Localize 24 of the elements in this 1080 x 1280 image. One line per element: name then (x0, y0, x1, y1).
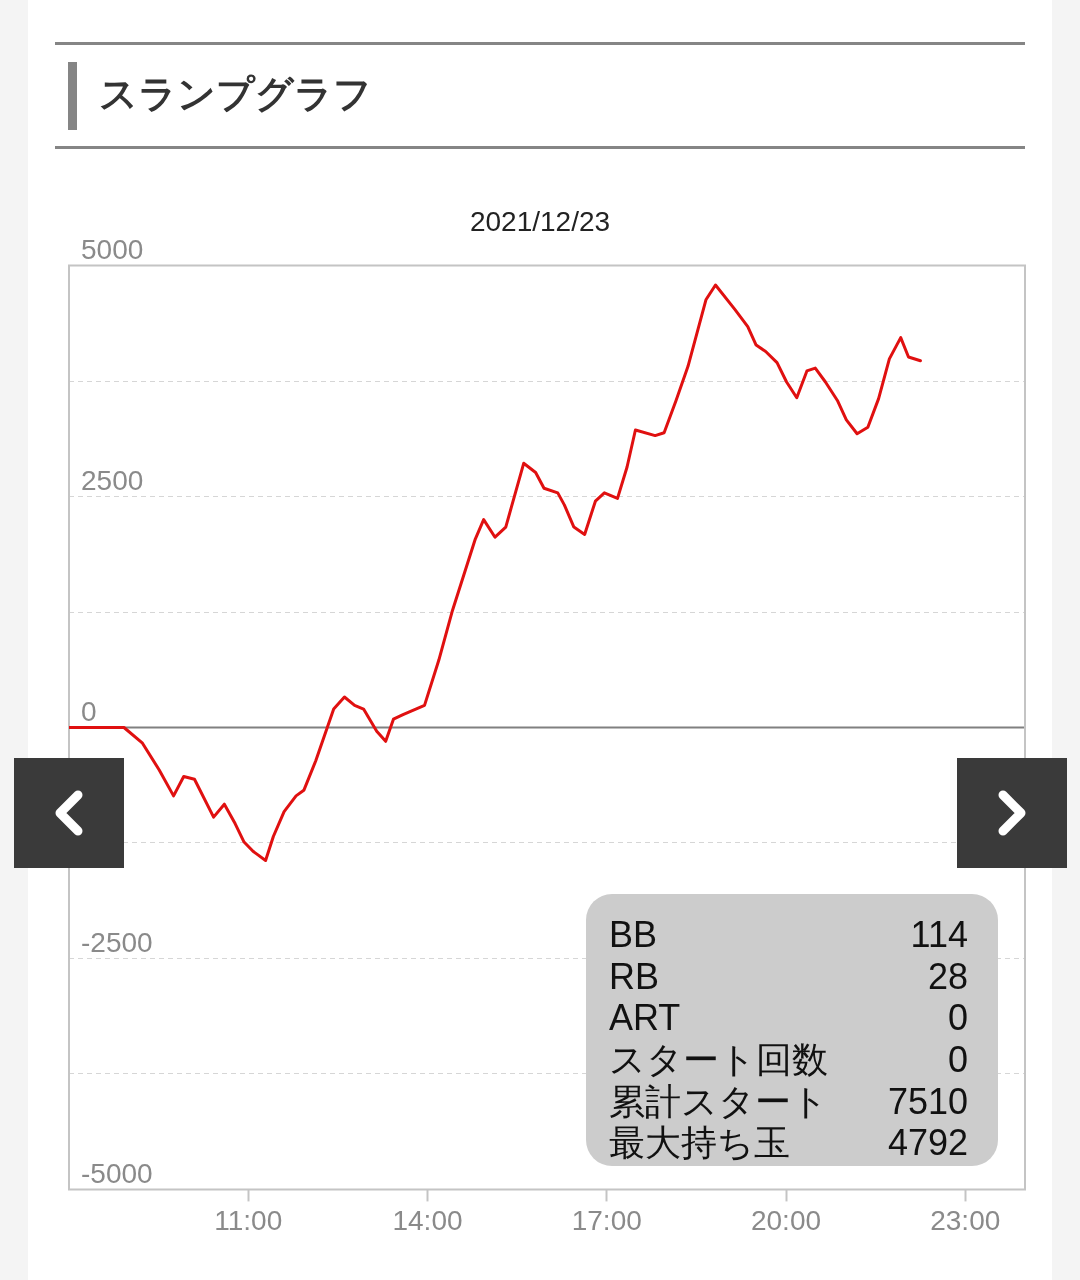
y-tick-label: -2500 (81, 927, 153, 959)
annotation: 7510 (887, 1080, 968, 1122)
x-tick-label: 17:00 (571, 1204, 642, 1236)
annotation: 4792 (886, 1122, 968, 1166)
annotation: ART (609, 997, 681, 1039)
annotation: 114 (910, 914, 968, 955)
chart-subtitle: 2021/12/23 (469, 206, 611, 237)
x-tick-label: 14:00 (392, 1204, 463, 1236)
x-tick-label: 20:00 (750, 1204, 822, 1236)
x-tick-label: 11:00 (214, 1204, 283, 1236)
annotation: RB (609, 955, 660, 997)
annotation: 28 (927, 955, 968, 997)
annotation: 累計スタート (609, 1080, 828, 1122)
chart-title: スランプグラフ (99, 72, 372, 117)
annotation: BB (609, 914, 658, 955)
annotation: 最大持ち玉 (609, 1122, 791, 1166)
annotation: スタート回数 (609, 1038, 828, 1080)
y-tick-label: -5000 (81, 1158, 153, 1190)
y-tick-label: 2500 (81, 465, 144, 497)
y-tick-label: 5000 (81, 234, 144, 266)
x-tick-label: 23:00 (930, 1204, 1001, 1236)
y-tick-label: 0 (81, 696, 97, 728)
annotation: 0 (947, 997, 968, 1039)
annotation: 0 (947, 1038, 968, 1080)
